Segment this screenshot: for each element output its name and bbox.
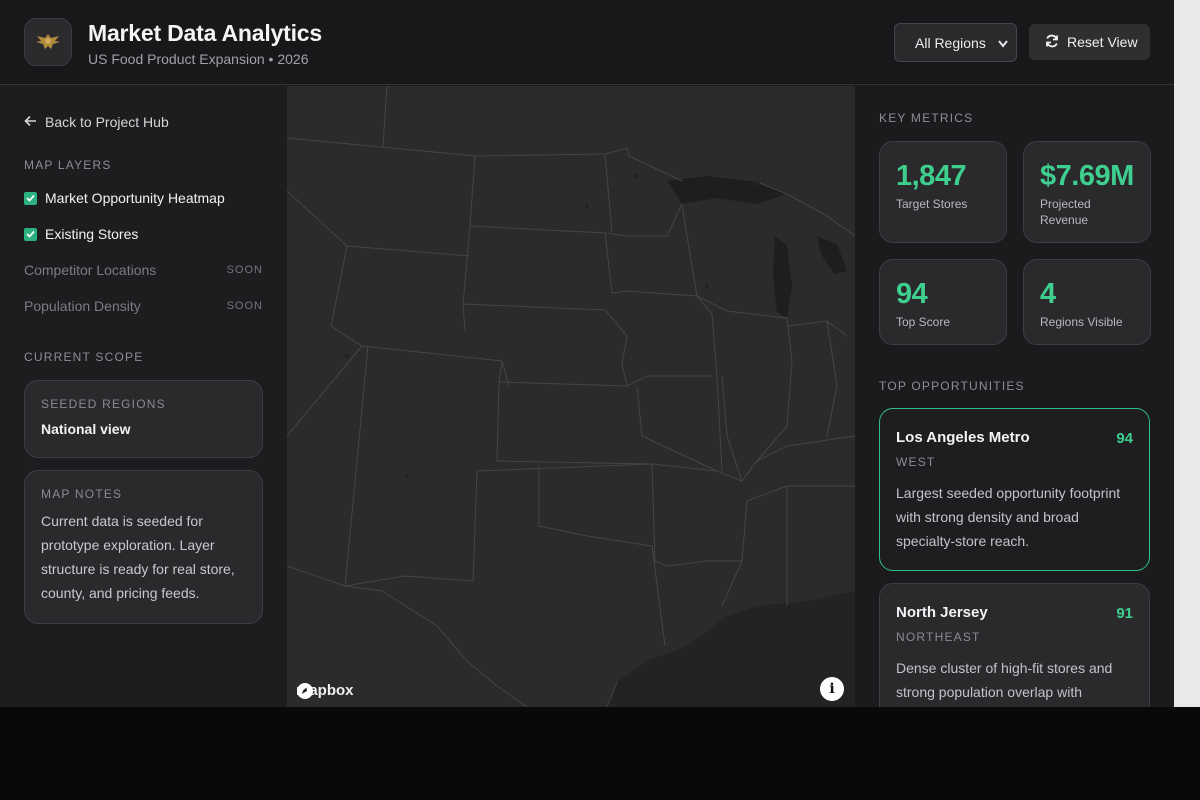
metric-value: 1,847 bbox=[896, 160, 967, 192]
layer-label: Competitor Locations bbox=[24, 262, 157, 278]
app-window: Market Data Analytics US Food Product Ex… bbox=[0, 0, 1174, 707]
reset-view-button[interactable]: Reset View bbox=[1029, 24, 1150, 60]
metric-card-regions-visible: 4 Regions Visible bbox=[1023, 259, 1151, 345]
metric-value: 94 bbox=[896, 278, 928, 310]
right-panel: KEY METRICS 1,847 Target Stores $7.69M P… bbox=[855, 86, 1174, 707]
metric-value: 4 bbox=[1040, 278, 1056, 310]
left-sidebar: Back to Project Hub MAP LAYERS Market Op… bbox=[0, 86, 287, 707]
map-layers-heading: MAP LAYERS bbox=[24, 158, 112, 172]
opportunity-description: Largest seeded opportunity footprint wit… bbox=[896, 485, 1121, 549]
mapbox-logo[interactable]: mapbox bbox=[296, 682, 354, 699]
info-icon[interactable]: i bbox=[820, 677, 844, 701]
app-title: Market Data Analytics bbox=[88, 20, 322, 46]
metric-card-projected-revenue: $7.69M Projected Revenue bbox=[1023, 141, 1151, 243]
soon-badge: SOON bbox=[226, 264, 263, 276]
metric-card-top-score: 94 Top Score bbox=[879, 259, 1007, 345]
checkbox-checked-icon[interactable] bbox=[24, 191, 37, 205]
seeded-regions-label: SEEDED REGIONS bbox=[41, 397, 166, 411]
mapbox-mark-icon bbox=[297, 683, 313, 699]
map-notes-card: MAP NOTES Current data is seeded for pro… bbox=[24, 470, 263, 624]
map-notes-label: MAP NOTES bbox=[41, 487, 123, 501]
layer-label: Market Opportunity Heatmap bbox=[45, 190, 225, 206]
seeded-regions-card: SEEDED REGIONS National view bbox=[24, 380, 263, 458]
metric-value: $7.69M bbox=[1040, 160, 1134, 192]
us-basemap bbox=[287, 86, 855, 707]
metric-label: Projected Revenue bbox=[1040, 197, 1091, 227]
checkbox-checked-icon[interactable] bbox=[24, 227, 37, 241]
opportunity-score: 94 bbox=[1116, 430, 1133, 447]
region-select-value: All Regions bbox=[915, 34, 986, 51]
opportunity-region: WEST bbox=[896, 455, 936, 469]
app-subtitle: US Food Product Expansion • 2026 bbox=[88, 51, 309, 67]
layer-label: Population Density bbox=[24, 298, 141, 314]
layer-toggle-heatmap[interactable]: Market Opportunity Heatmap bbox=[24, 188, 263, 208]
reset-view-label: Reset View bbox=[1067, 34, 1138, 50]
opportunity-card-los-angeles[interactable]: Los Angeles Metro 94 WEST Largest seeded… bbox=[879, 408, 1150, 571]
refresh-icon bbox=[1045, 34, 1059, 51]
layer-competitor-locations: Competitor Locations SOON bbox=[24, 260, 263, 280]
opportunity-name: North Jersey bbox=[896, 604, 988, 621]
map-notes-text: Current data is seeded for prototype exp… bbox=[41, 513, 235, 601]
opportunity-card-north-jersey[interactable]: North Jersey 91 NORTHEAST Dense cluster … bbox=[879, 583, 1150, 707]
back-link-label: Back to Project Hub bbox=[45, 114, 169, 130]
opportunity-region: NORTHEAST bbox=[896, 630, 981, 644]
window-edge bbox=[1174, 0, 1200, 707]
metric-label: Target Stores bbox=[896, 197, 968, 211]
layer-population-density: Population Density SOON bbox=[24, 296, 263, 316]
metric-card-target-stores: 1,847 Target Stores bbox=[879, 141, 1007, 243]
current-scope-heading: CURRENT SCOPE bbox=[24, 350, 144, 364]
region-select[interactable]: All Regions bbox=[894, 23, 1017, 62]
seeded-regions-value: National view bbox=[41, 421, 131, 437]
soon-badge: SOON bbox=[226, 300, 263, 312]
layer-label: Existing Stores bbox=[45, 226, 139, 242]
key-metrics-heading: KEY METRICS bbox=[879, 111, 974, 125]
header-bar: Market Data Analytics US Food Product Ex… bbox=[0, 0, 1174, 85]
chevron-down-icon bbox=[998, 37, 1008, 53]
opportunity-description: Dense cluster of high-fit stores and str… bbox=[896, 660, 1113, 700]
map-canvas[interactable]: mapbox i bbox=[287, 86, 855, 707]
opportunity-name: Los Angeles Metro bbox=[896, 429, 1030, 446]
layer-toggle-existing-stores[interactable]: Existing Stores bbox=[24, 224, 263, 244]
top-opportunities-heading: TOP OPPORTUNITIES bbox=[879, 379, 1025, 393]
opportunity-score: 91 bbox=[1116, 605, 1133, 622]
desktop-background bbox=[0, 707, 1200, 800]
metric-label: Top Score bbox=[896, 315, 951, 329]
metric-label: Regions Visible bbox=[1040, 315, 1123, 329]
back-to-hub-link[interactable]: Back to Project Hub bbox=[24, 114, 169, 130]
arrow-left-icon bbox=[24, 114, 37, 130]
eagle-emblem-icon bbox=[24, 18, 72, 66]
